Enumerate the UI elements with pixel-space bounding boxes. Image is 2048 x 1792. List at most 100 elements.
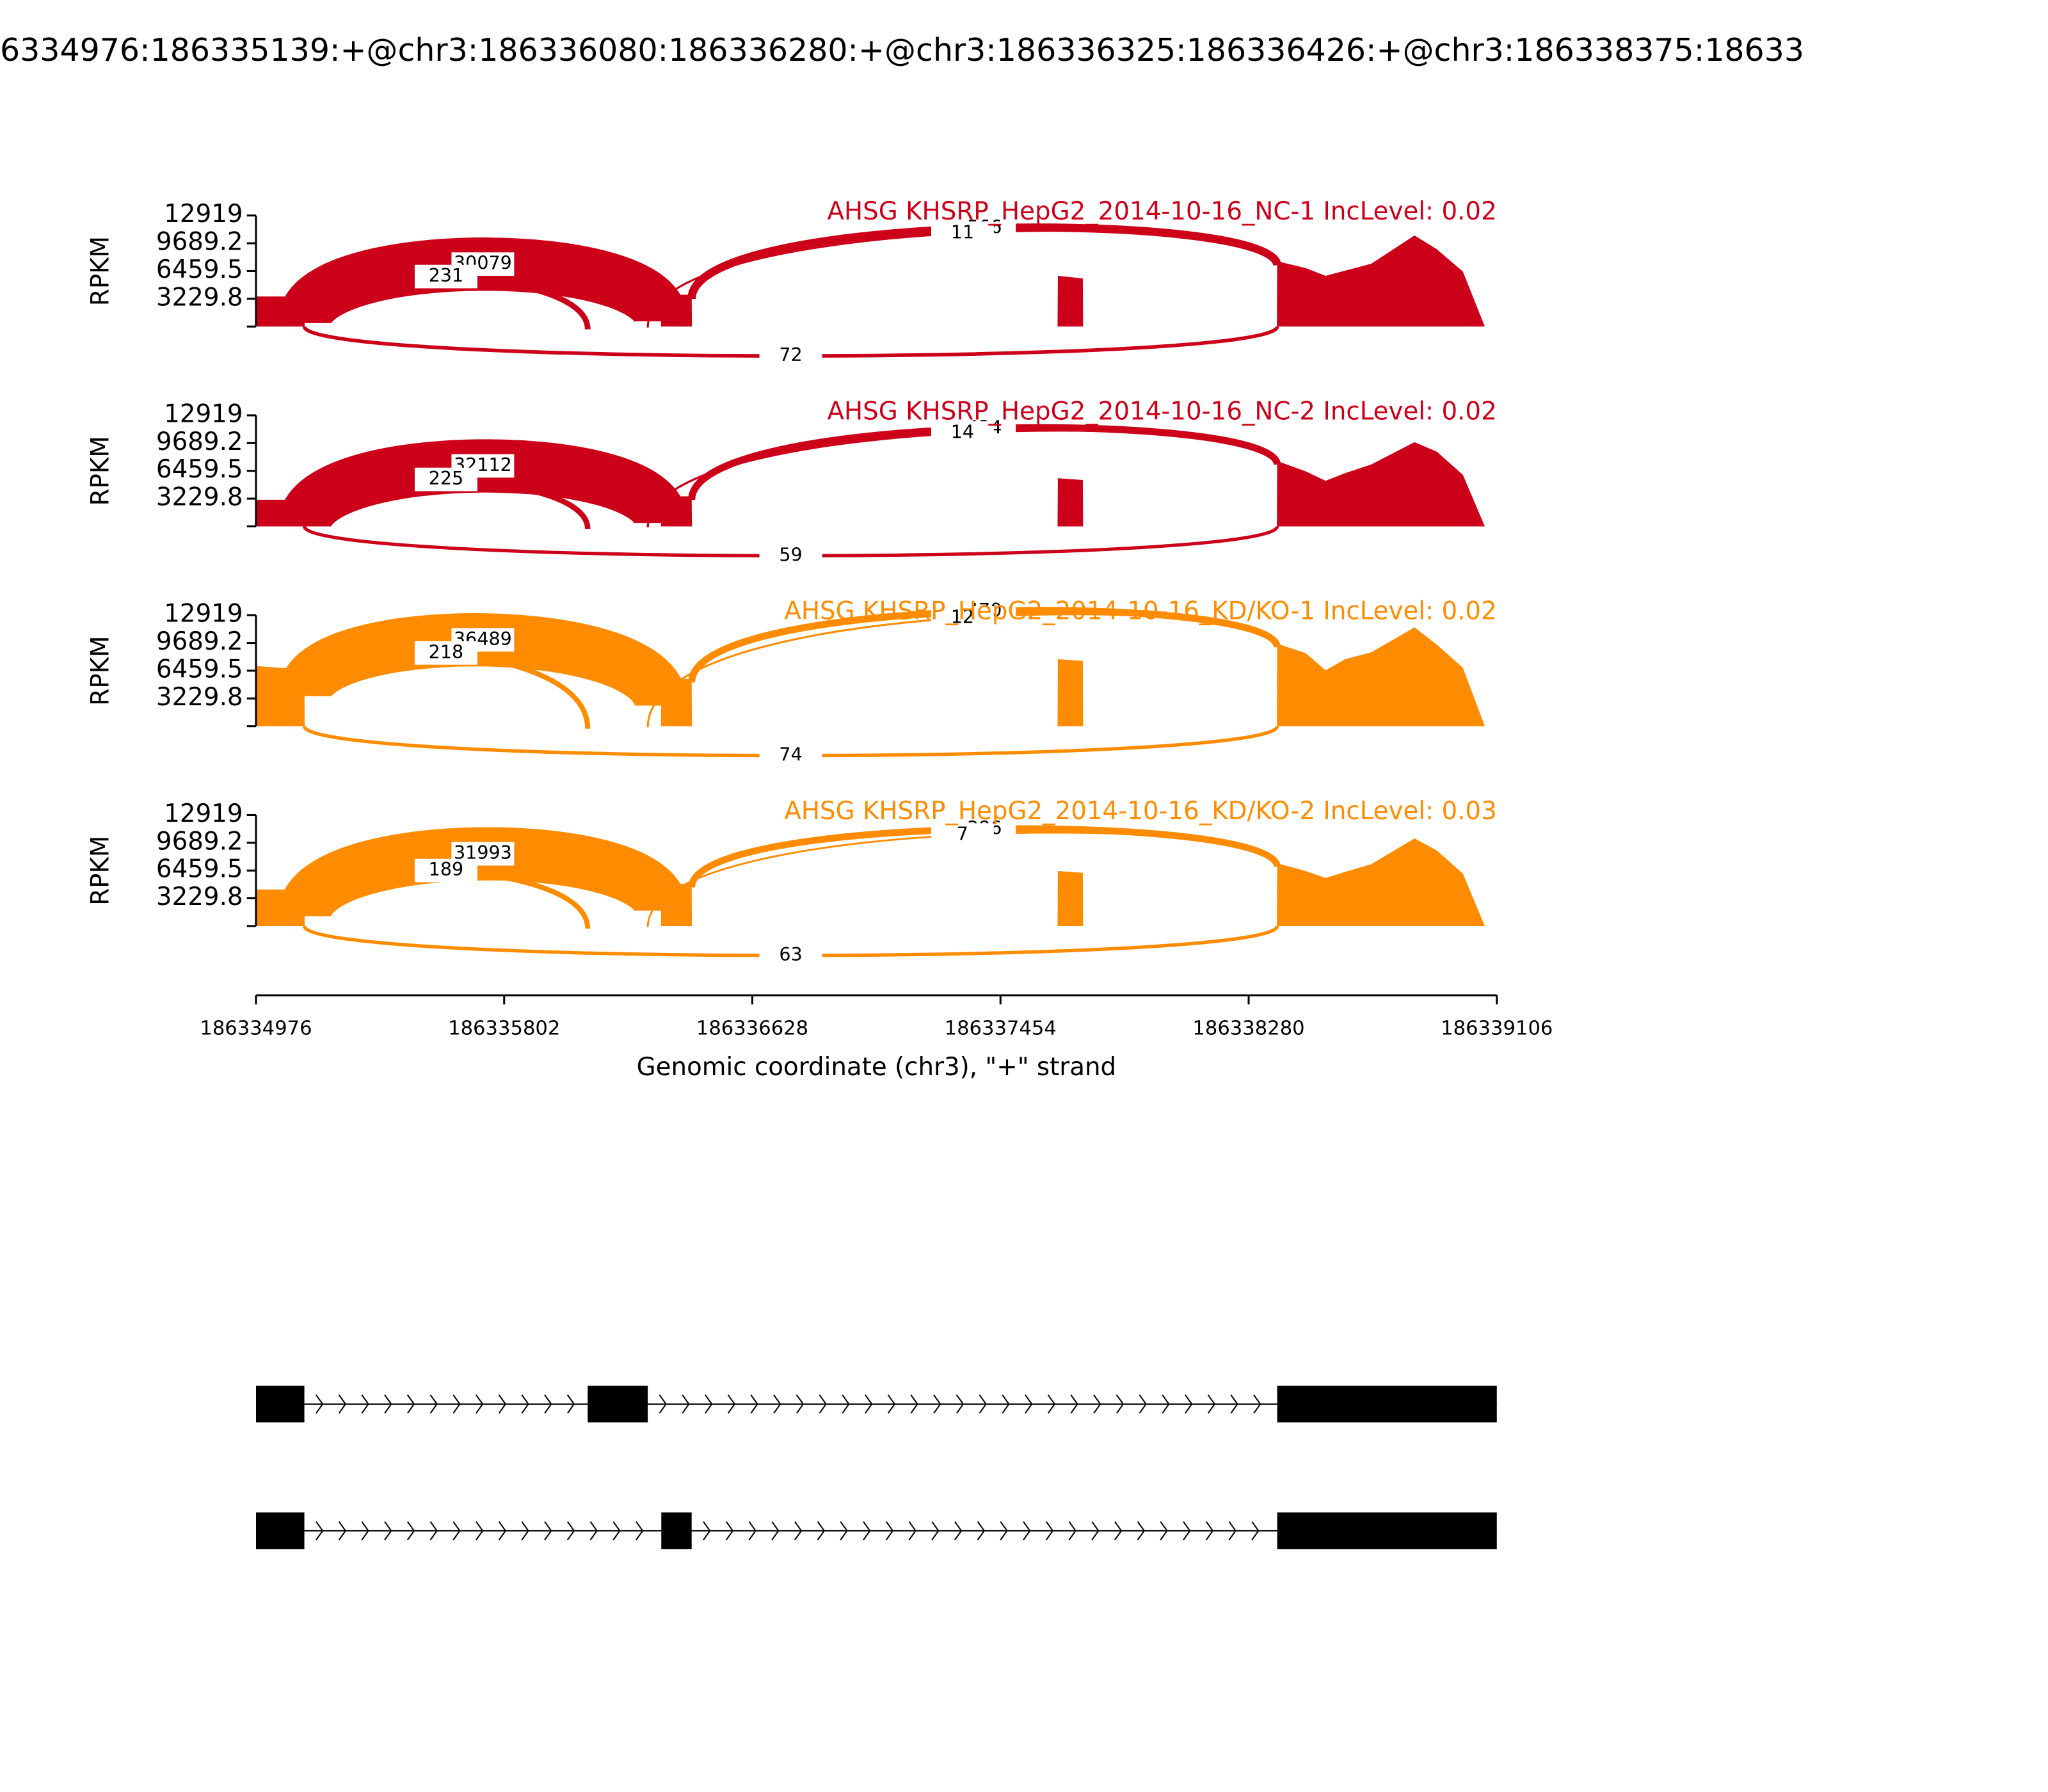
y-tick-label: 9689.2 [156,627,243,656]
junction-label-box [759,544,822,568]
exon [1277,1386,1497,1423]
y-tick-label: 6459.5 [156,455,243,484]
coverage-area [256,838,1485,926]
intron-chevron [794,1521,803,1540]
intron-chevron [659,1394,667,1414]
junction-label: 218 [429,641,464,662]
y-tick-label: 9689.2 [156,428,243,456]
intron-chevron [703,1521,711,1540]
intron-chevron [338,1521,347,1540]
intron-chevron [727,1394,736,1414]
junction-label: 74 [779,744,802,765]
intron-chevron [840,1521,848,1540]
intron-chevron [725,1521,734,1540]
plot-title: 6334976:186335139:+@chr3:186336080:18633… [0,32,1804,68]
junction-label-box [414,467,477,492]
intron-chevron [1116,1394,1124,1414]
y-axis-label: RPKM [86,236,115,306]
intron-chevron [796,1394,804,1414]
y-tick-label: 12919 [164,600,243,628]
panel-title: AHSG KHSRP_HepG2_2014-10-16_NC-1 IncLeve… [828,197,1497,226]
intron-chevron [682,1394,690,1414]
junction-label: 12 [951,605,974,627]
intron-chevron [544,1394,552,1414]
intron-chevron [1162,1394,1170,1414]
intron-chevron [338,1394,347,1414]
intron-chevron [954,1521,963,1540]
intron-chevron [498,1394,507,1414]
intron-chevron [476,1521,484,1540]
intron-chevron [521,1394,529,1414]
intron-chevron [544,1521,552,1540]
intron-chevron [566,1394,575,1414]
intron-chevron [1114,1521,1123,1540]
intron-chevron [1047,1394,1056,1414]
y-tick-label: 6459.5 [156,855,243,884]
intron-chevron [705,1394,713,1414]
junction-label: 11 [951,221,974,243]
intron-chevron [1023,1521,1031,1540]
y-axis-label: RPKM [86,836,115,906]
panel-title: AHSG KHSRP_HepG2_2014-10-16_KD/KO-2 IncL… [784,797,1496,826]
intron-chevron [1228,1521,1236,1540]
junction-label: 59 [779,543,802,565]
intron-chevron [956,1394,964,1414]
exon [256,1386,305,1423]
intron-chevron [750,1394,758,1414]
intron-chevron [406,1521,415,1540]
intron-chevron [1070,1394,1078,1414]
junction-label: 14 [951,421,974,443]
y-axis-label: RPKM [86,636,115,705]
intron-chevron [1093,1394,1101,1414]
intron-chevron [1068,1521,1076,1540]
intron-chevron [1230,1394,1238,1414]
x-tick-label: 186336628 [696,1018,808,1040]
y-tick-label: 3229.8 [156,483,243,512]
y-tick-label: 3229.8 [156,283,243,312]
intron-chevron [384,1394,392,1414]
junction-label-box [931,221,994,245]
intron-chevron [361,1394,369,1414]
junction-label-box [759,943,822,968]
intron-chevron [1045,1521,1054,1540]
coverage-area [256,442,1485,527]
intron-chevron [498,1521,507,1540]
intron-chevron [384,1521,392,1540]
junction-arc [646,613,1279,728]
intron-chevron [361,1521,369,1540]
intron-chevron [1251,1521,1260,1540]
y-tick-label: 9689.2 [156,228,243,257]
intron-chevron [636,1521,644,1540]
exon [1277,1512,1497,1549]
y-tick-label: 12919 [164,200,243,228]
junction-label-box [414,858,477,883]
y-tick-label: 12919 [164,399,243,428]
intron-chevron [748,1521,756,1540]
x-axis-label: Genomic coordinate (chr3), "+" strand [637,1053,1117,1082]
junction-label-box [414,641,477,665]
intron-chevron [316,1521,324,1540]
junction-label: 63 [779,943,802,965]
intron-chevron [885,1521,894,1540]
intron-chevron [1000,1521,1008,1540]
junction-label: 231 [429,264,464,286]
intron-chevron [931,1521,940,1540]
intron-chevron [1207,1394,1216,1414]
exon [661,1512,692,1549]
junction-label: 72 [779,344,802,365]
intron-chevron [1160,1521,1168,1540]
junction-arc [646,229,1279,328]
junction-label-box [759,744,822,767]
intron-chevron [908,1521,916,1540]
intron-chevron [476,1394,484,1414]
intron-chevron [865,1394,873,1414]
panel-title: AHSG KHSRP_HepG2_2014-10-16_KD/KO-1 IncL… [784,597,1496,626]
y-tick-label: 3229.8 [156,883,243,911]
coverage-area [256,627,1485,726]
junction-label-box [931,823,994,847]
intron-chevron [817,1521,826,1540]
intron-chevron [842,1394,850,1414]
intron-chevron [1183,1521,1191,1540]
